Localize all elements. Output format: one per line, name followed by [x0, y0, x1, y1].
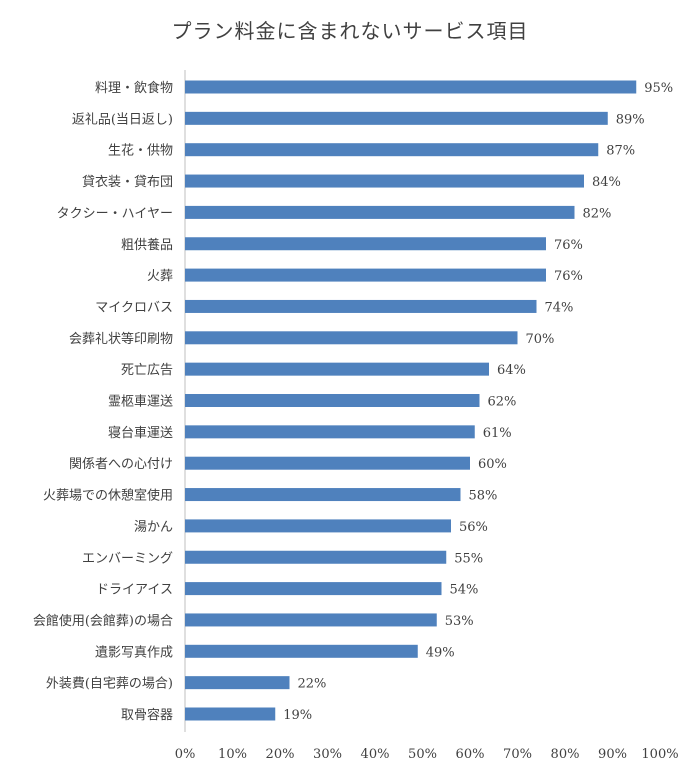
x-tick-label: 90% [598, 747, 627, 762]
category-label: 火葬 [147, 269, 173, 284]
category-label: マイクロバス [95, 300, 173, 315]
x-tick-label: 0% [175, 747, 196, 762]
bar [185, 550, 447, 564]
bar [185, 174, 584, 188]
value-label: 55% [454, 551, 483, 566]
value-label: 58% [469, 489, 498, 504]
value-label: 74% [545, 300, 574, 315]
value-label: 64% [497, 363, 526, 378]
value-label: 70% [526, 332, 555, 347]
bar [185, 80, 637, 94]
category-label: 料理・飲食物 [95, 80, 173, 96]
value-label: 61% [483, 426, 512, 441]
plot-area: 料理・飲食物 95% 返礼品(当日返し) 89% 生花・供物 87% 貸衣装・貸布団 84% タ… [33, 70, 679, 762]
x-tick-label: 10% [218, 747, 247, 762]
category-label: 会館使用(会館葬)の場合 [33, 613, 173, 629]
value-label: 84% [592, 175, 621, 190]
value-label: 60% [478, 457, 507, 472]
category-label: 外装費(自宅葬の場合) [46, 677, 173, 692]
category-label: 遺影写真作成 [95, 645, 173, 660]
bar [185, 111, 608, 125]
x-tick-label: 40% [361, 747, 390, 762]
category-label: 寝台車運送 [108, 425, 173, 441]
bar [185, 205, 575, 219]
value-label: 62% [488, 395, 517, 410]
value-label: 76% [554, 269, 583, 284]
category-label: 湯かん [134, 520, 173, 535]
value-label: 89% [616, 112, 645, 127]
bar [185, 331, 518, 345]
bar [185, 488, 461, 502]
bar [185, 519, 451, 533]
category-label: 粗供養品 [121, 237, 173, 253]
category-label: ドライアイス [96, 583, 173, 598]
chart-title: プラン料金に含まれないサービス項目 [172, 19, 529, 43]
bar [185, 299, 537, 313]
bar [185, 394, 480, 407]
category-label: 返礼品(当日返し) [72, 111, 173, 127]
x-tick-label: 80% [551, 747, 580, 762]
x-tick-label: 50% [408, 747, 437, 762]
category-label: 会葬礼状等印刷物 [69, 331, 173, 347]
category-label: 生花・供物 [108, 143, 173, 159]
bar [185, 143, 599, 157]
bar [185, 644, 418, 658]
value-label: 22% [298, 677, 327, 692]
bar [185, 613, 437, 627]
value-label: 82% [583, 206, 612, 221]
value-label: 53% [445, 614, 474, 629]
x-tick-label: 60% [456, 747, 485, 762]
value-label: 87% [606, 144, 635, 159]
value-label: 76% [554, 238, 583, 253]
category-label: 霊柩車運送 [108, 395, 173, 410]
value-label: 19% [283, 708, 312, 723]
category-label: 取骨容器 [121, 707, 173, 723]
bar [185, 425, 475, 439]
category-label: 死亡広告 [121, 363, 173, 378]
bar [185, 676, 290, 690]
bar [185, 456, 470, 470]
bar [185, 362, 489, 376]
category-label: 貸衣装・貸布団 [82, 174, 173, 190]
category-label: 関係者への心付け [69, 457, 173, 472]
category-label: 火葬場での休憩室使用 [43, 488, 173, 504]
value-label: 56% [459, 520, 488, 535]
bar [185, 268, 546, 282]
category-label: タクシー・ハイヤー [57, 206, 173, 221]
x-tick-label: 70% [503, 747, 532, 762]
bar [185, 707, 276, 721]
bar [185, 582, 442, 596]
x-tick-label: 20% [266, 747, 295, 762]
value-label: 49% [426, 645, 455, 660]
value-label: 95% [644, 81, 673, 96]
x-tick-label: 100% [641, 747, 678, 762]
value-label: 54% [450, 583, 479, 598]
bar [185, 237, 546, 251]
category-label: エンバーミング [82, 551, 173, 566]
x-tick-label: 30% [313, 747, 342, 762]
